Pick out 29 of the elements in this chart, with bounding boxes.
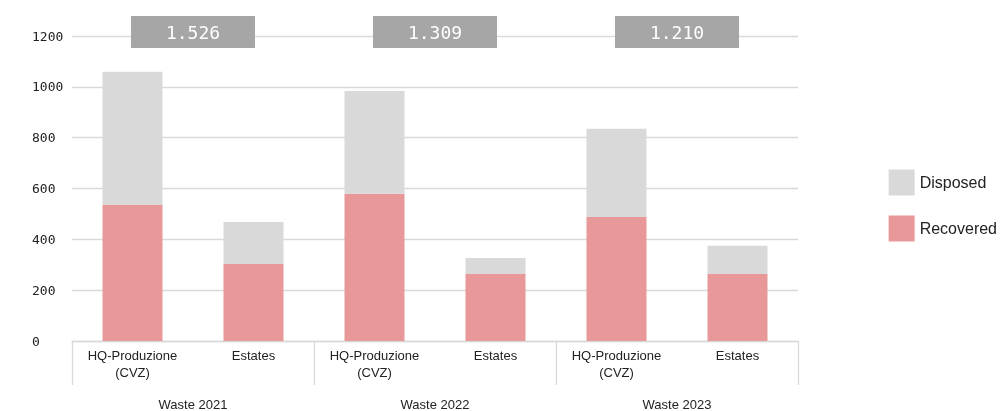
legend-label: Disposed	[919, 174, 987, 191]
bar	[223, 263, 284, 341]
y-tick-label: 200	[32, 282, 56, 298]
text: Waste 2023	[642, 397, 712, 411]
bar	[102, 205, 163, 341]
bar	[465, 273, 526, 341]
text: Waste 2021	[158, 397, 228, 411]
bar	[707, 273, 768, 341]
text: Waste 2022	[400, 397, 470, 411]
x-tick-label: HQ-Produzione (CVZ)	[571, 348, 662, 380]
bar	[586, 216, 647, 341]
x-tick-label: Estates	[715, 348, 760, 363]
y-tick-label: 600	[32, 181, 56, 196]
y-tick-label: 0	[32, 333, 40, 349]
x-tick-label: HQ-Produzione (CVZ)	[87, 348, 178, 380]
y-tick-label: 1200	[32, 28, 64, 44]
y-tick-label: 400	[32, 231, 56, 247]
label-box: 1.309	[373, 16, 497, 48]
bar	[707, 245, 768, 274]
x-tick-label: Estates	[231, 348, 276, 363]
label-box: 1.526	[131, 16, 255, 48]
legend-label: Recovered	[919, 220, 997, 237]
y-tick-label: 1000	[32, 79, 64, 95]
label-box: 1.210	[615, 16, 739, 48]
x-tick-label: HQ-Produzione (CVZ)	[329, 348, 420, 380]
x-tick-label: Estates	[473, 348, 518, 363]
bar	[465, 257, 526, 274]
bar	[344, 193, 405, 341]
y-tick-label: 800	[32, 130, 56, 146]
